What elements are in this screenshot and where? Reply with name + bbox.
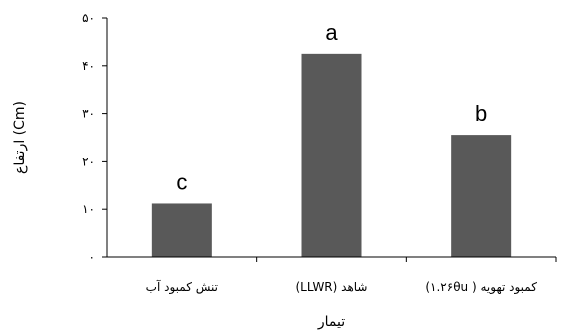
significance-letter-group: c a b xyxy=(176,20,487,195)
x-category-label: تنش کمبود آب xyxy=(146,279,218,295)
y-axis-title: ارتفاع (Cm) xyxy=(12,101,28,174)
x-category-label: کمبود تهویه ( ۱.۲۶θu) xyxy=(425,280,537,295)
x-category-label-group: تنش کمبود آب شاهد (LLWR) کمبود تهویه ( ۱.۲… xyxy=(146,257,557,295)
x-axis-title: تیمار xyxy=(317,314,345,330)
y-tick-label: ۵۰ xyxy=(82,11,95,25)
bar xyxy=(301,53,362,257)
significance-letter: b xyxy=(475,101,487,126)
y-tick-label: ۳۰ xyxy=(82,107,95,121)
significance-letter: c xyxy=(176,169,187,194)
significance-letter: a xyxy=(325,20,338,45)
y-tick-label: ۱۰ xyxy=(82,202,95,216)
bar xyxy=(151,203,212,257)
x-category-label: شاهد (LLWR) xyxy=(295,280,367,294)
y-tick-label: ۴۰ xyxy=(82,59,95,73)
bar xyxy=(451,135,512,257)
y-tick-label: ۲۰ xyxy=(82,154,95,168)
y-tick-group: ۰ ۱۰ ۲۰ ۳۰ ۴۰ ۵۰ xyxy=(82,11,107,264)
y-tick-label: ۰ xyxy=(89,250,95,264)
bar-group xyxy=(151,53,512,257)
